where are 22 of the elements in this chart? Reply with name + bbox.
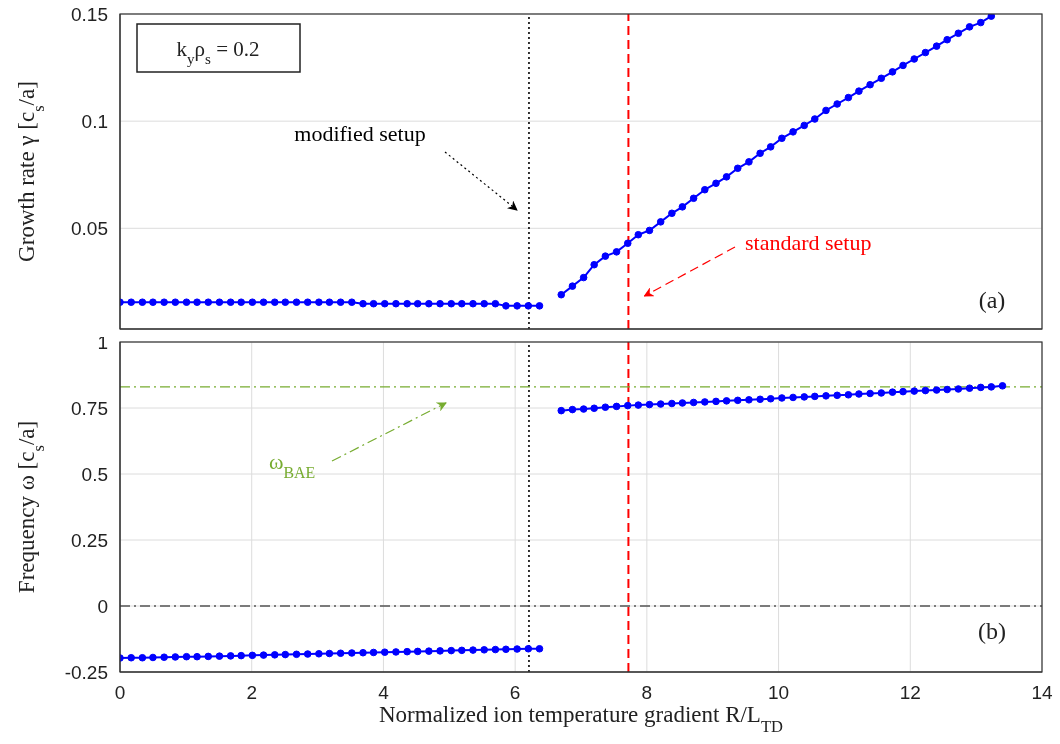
x-tick-label: 4 <box>378 682 390 704</box>
annotation: (b) <box>978 618 1006 644</box>
x-tick-label: 14 <box>1031 682 1053 704</box>
y-tick-label: 0.05 <box>71 218 108 240</box>
x-tick-label: 12 <box>899 682 921 704</box>
y-tick-label: 0.1 <box>81 110 108 132</box>
y-tick-label: 0.5 <box>81 463 108 485</box>
y-tick-label: -0.25 <box>64 661 108 683</box>
annotation: k$_{y}$ρ$_{s}$ = 0.2 <box>176 37 260 67</box>
y-tick-label: 0.15 <box>71 3 108 25</box>
x-tick-label: 2 <box>246 682 257 704</box>
annotation: (a) <box>978 287 1006 313</box>
ref-line-label: ω$_{BAE}$ <box>268 449 316 481</box>
ref-line-label: standard setup <box>745 230 872 255</box>
x-tick-label: 6 <box>509 682 521 704</box>
x-tick-label: 10 <box>768 682 790 704</box>
x-tick-label: 0 <box>114 682 126 704</box>
y-tick-label: 0.75 <box>71 397 108 419</box>
y-tick-label: 0.25 <box>71 529 108 551</box>
ref-line-label: modified setup <box>294 121 426 146</box>
y-tick-label: 0 <box>97 595 108 617</box>
x-tick-label: 8 <box>641 682 653 704</box>
